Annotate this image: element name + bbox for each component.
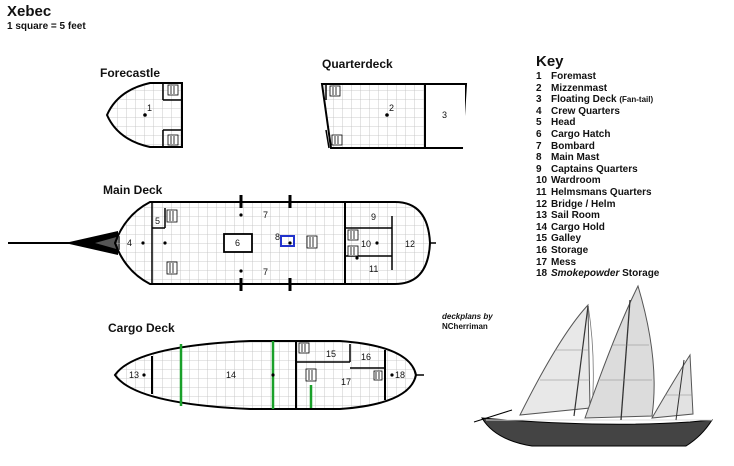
key-item: 8 Main Mast [536,152,600,164]
credit-line-1: deckplans by [442,312,493,321]
room-4: 4 [127,238,132,248]
room-7-port: 7 [263,210,268,220]
scale-note: 1 square = 5 feet [7,21,86,32]
room-8: 8 [275,232,280,242]
room-9: 9 [371,212,376,222]
room-18: 18 [395,370,405,380]
bombards [239,195,292,291]
page-title: Xebec [7,3,52,20]
room-1: 1 [147,103,152,113]
credit-line-2: NCherriman [442,322,488,331]
key-item: 17 Mess [536,256,577,268]
forecastle-plan: 1 [105,82,183,148]
key-item: 5 Head [536,117,576,129]
room-12: 12 [405,239,415,249]
key-item: 6 Cargo Hatch [536,128,611,140]
credit: deckplans by NCherriman [442,312,493,332]
room-16: 16 [361,352,371,362]
key-item: 3 Floating Deck (Fan-tail) [536,94,654,106]
key-item: 10 Wardroom [536,175,601,187]
room-11: 11 [369,264,378,274]
cargo-deck-plan: 13 14 15 16 17 18 [113,340,424,410]
key-item: 14 Cargo Hold [536,221,605,233]
key-item: 1 Foremast [536,71,597,82]
main-mast-marker [280,235,295,247]
room-7-starboard: 7 [263,267,268,277]
room-13: 13 [129,370,139,380]
room-10: 10 [361,239,371,249]
room-6: 6 [235,238,240,248]
key-item: 18 Smokepowder Storage [536,268,660,280]
key-note: (Fan-tail) [619,95,654,105]
key-heading: Key [536,53,564,70]
xebec-ship-illustration [473,284,713,447]
bow-point [65,231,118,255]
quarterdeck-label: Quarterdeck [322,57,393,71]
key-item: 16 Storage [536,244,589,256]
key-item: 12 Bridge / Helm [536,198,616,210]
key-item: 4 Crew Quarters [536,105,620,117]
room-2: 2 [389,103,394,113]
key-item: 15 Galley [536,233,582,245]
key-item: 9 Captains Quarters [536,163,638,175]
main-deck-plan: 4 5 6 7 8 7 9 10 12 11 [8,195,436,291]
key-item: 11 Helmsmans Quarters [536,186,652,198]
key-list: 1 Foremast 2 Mizzenmast 3 Floating Deck (Fa… [536,71,659,280]
main-deck-label: Main Deck [103,183,163,197]
cargo-deck-label: Cargo Deck [108,321,175,335]
room-3: 3 [442,110,447,120]
room-17: 17 [341,377,351,387]
room-14: 14 [226,370,236,380]
key-item: 2 Mizzenmast [536,82,608,94]
cargo-hatch [223,233,253,253]
key-item: 7 Bombard [536,140,595,152]
key-item: 13 Sail Room [536,210,600,222]
room-15: 15 [326,349,336,359]
quarterdeck-plan: 2 3 [320,83,468,149]
forecastle-label: Forecastle [100,66,161,80]
room-5: 5 [155,216,160,226]
